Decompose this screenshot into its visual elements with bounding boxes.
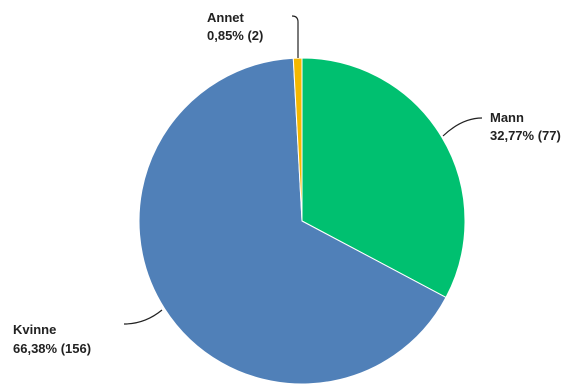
pie-slice-mann <box>301 57 466 299</box>
leader-line-mann <box>442 117 483 137</box>
leader-line-annet <box>291 15 299 58</box>
slice-label-mann-name: Mann <box>490 110 524 125</box>
slice-label-kvinne-name: Kvinne <box>13 322 56 337</box>
leader-line-kvinne <box>123 309 163 325</box>
pie-slices <box>138 57 466 385</box>
slice-label-mann-value: 32,77% (77) <box>490 128 561 143</box>
pie-slice-annet <box>292 57 303 222</box>
slice-label-kvinne-value: 66,38% (156) <box>13 341 91 356</box>
pie-slice-kvinne <box>138 57 447 385</box>
slice-label-annet-value: 0,85% (2) <box>207 28 263 43</box>
slice-label-annet-name: Annet <box>207 10 245 25</box>
